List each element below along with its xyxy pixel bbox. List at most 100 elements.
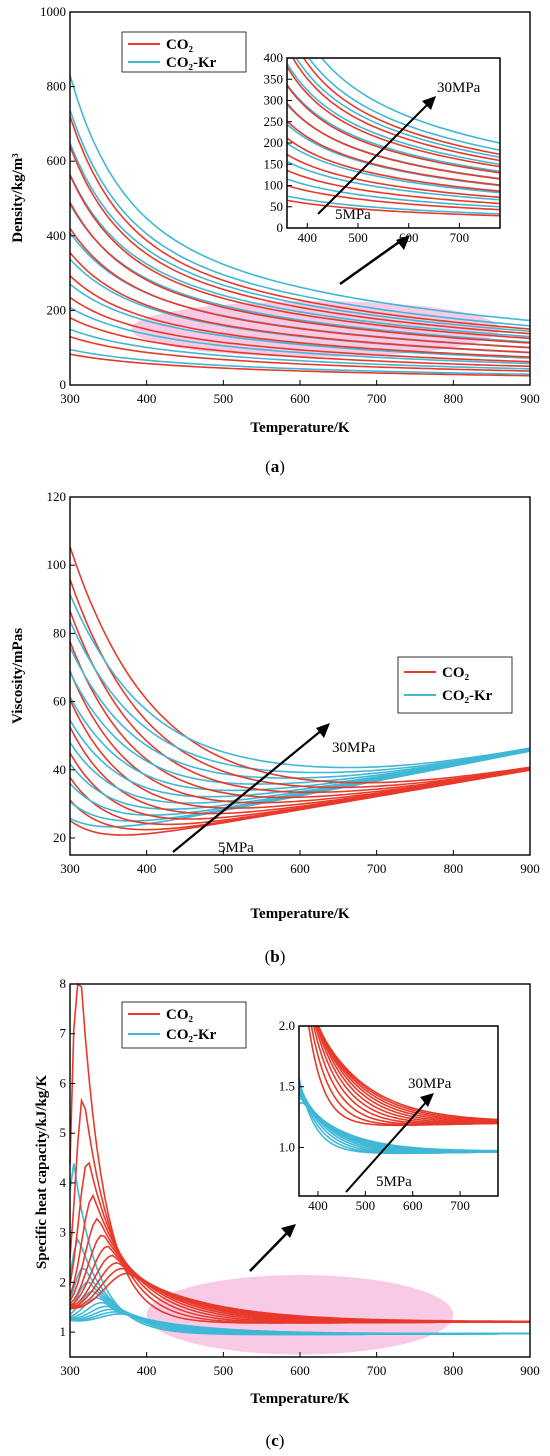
legend-box-a: [121, 31, 247, 73]
c-xtick-label: 800: [444, 1363, 464, 1378]
viscosity-line-co2kr: [69, 593, 531, 769]
heat-capacity-line-co2kr: [69, 1313, 530, 1335]
inset-border-c: [298, 1025, 499, 1197]
density-line-co2kr: [69, 306, 531, 365]
viscosity-line-co2: [69, 579, 531, 789]
inset-arrow-a: [317, 101, 431, 215]
a-ytick-label: 800: [47, 79, 67, 94]
caption-a: (a): [265, 457, 285, 476]
viscosity-line-co2kr: [69, 646, 531, 779]
b-ytick-label: 40: [53, 762, 66, 777]
density-line-co2: [287, 66, 500, 168]
b-xtick-label: 600: [290, 861, 310, 876]
density-line-co2kr: [69, 109, 531, 327]
y-axis-title-a: Density/kg/m³: [10, 153, 26, 243]
c-inset-xtick-label: 500: [356, 1198, 376, 1213]
b-xtick-label: 700: [367, 861, 387, 876]
legend-box-c: [121, 1001, 247, 1049]
inset-c: 400 500 600 700 1.0 1.5 2.0 30MPa 5MPa: [279, 1018, 499, 1213]
density-line-co2kr: [307, 58, 500, 151]
density-line-co2: [69, 227, 531, 349]
b-xtick-label: 800: [444, 861, 464, 876]
inset-curves-a: [287, 58, 500, 217]
density-line-co2: [287, 103, 500, 180]
c-ytick-label: 1: [60, 1324, 67, 1339]
density-line-co2: [291, 58, 500, 162]
density-line-co2: [287, 153, 500, 199]
heat-capacity-line-co2: [69, 1272, 530, 1323]
c-ytick-label: 5: [60, 1125, 67, 1140]
viscosity-curves: [69, 546, 531, 836]
a-inset-xtick-label: 400: [298, 230, 318, 245]
a-ytick-label: 0: [60, 377, 67, 392]
viscosity-line-co2kr: [69, 672, 531, 785]
density-line-co2: [69, 335, 531, 372]
c-inset-xtick-label: 400: [308, 1198, 328, 1213]
c-inset-ytick-label: 1.0: [279, 1139, 295, 1154]
a-xtick-label: 300: [60, 391, 80, 406]
density-line-co2kr: [287, 142, 500, 194]
density-line-co2kr: [69, 174, 531, 338]
inset-curves-c: [299, 1026, 498, 1155]
legend-box-b: [397, 656, 513, 714]
c-ytick-label: 6: [60, 1075, 67, 1090]
inset-arrow-c: [345, 1099, 429, 1193]
c-ytick-label: 4: [60, 1175, 67, 1190]
annotation-arrow-c: [249, 1231, 289, 1272]
a-inset-xtick-label: 700: [450, 230, 470, 245]
a-inset-ytick-label: 350: [264, 71, 284, 86]
density-line-co2: [69, 116, 531, 330]
density-line-co2kr: [69, 75, 531, 322]
c-inset-xtick-label: 600: [403, 1198, 423, 1213]
a-xtick-label: 900: [520, 391, 540, 406]
density-line-co2kr: [69, 142, 531, 332]
a-xtick-label: 600: [290, 391, 310, 406]
a-inset-ytick-label: 150: [264, 156, 284, 171]
density-line-co2: [302, 58, 500, 156]
density-line-co2: [69, 202, 531, 344]
a-inset-ytick-label: 0: [277, 220, 284, 235]
density-line-co2: [69, 353, 531, 377]
annotation-arrow-b: [172, 729, 323, 853]
b-ytick-label: 80: [53, 625, 66, 640]
density-line-co2: [287, 85, 500, 174]
c-xtick-label: 600: [290, 1363, 310, 1378]
inset-a: 400 500 600 700 0 50 100 150 200 250 300 350 400 30M…: [264, 50, 501, 245]
panel-b-viscosity-chart: 300 400 500 600 700 800 900 20 40 60 80 100 120 Temp…: [10, 489, 540, 966]
density-line-co2: [287, 199, 500, 217]
density-curves: [69, 75, 531, 377]
density-line-co2kr: [287, 160, 500, 201]
a-xtick-label: 700: [367, 391, 387, 406]
heat-capacity-curves: [69, 982, 531, 1336]
viscosity-line-co2: [69, 610, 531, 794]
a-inset-xtick-label: 500: [348, 230, 368, 245]
a-ytick-label: 600: [47, 153, 67, 168]
b-ytick-label: 20: [53, 830, 66, 845]
viscosity-line-co2kr: [69, 620, 531, 774]
heat-capacity-line-co2: [317, 1026, 498, 1124]
b-ytick-label: 100: [47, 557, 67, 572]
density-line-co2kr: [287, 84, 500, 173]
a-xtick-label: 400: [137, 391, 157, 406]
heat-capacity-line-co2: [316, 1026, 498, 1121]
c-xtick-label: 300: [60, 1363, 80, 1378]
density-line-co2: [287, 184, 500, 211]
legend-label-co2: CO₂: [166, 37, 194, 53]
axis-ticks-b: 300 400 500 600 700 800 900 20 40 60 80 100 120: [47, 489, 540, 876]
inset-arrowhead-c: [420, 1093, 434, 1107]
b-xtick-label: 900: [520, 861, 540, 876]
legend-label-co2kr-b: CO₂-Kr: [442, 688, 493, 704]
density-line-co2: [69, 317, 531, 368]
density-line-co2: [69, 146, 531, 335]
viscosity-line-co2: [69, 546, 531, 784]
caption-b: (b): [265, 947, 286, 966]
legend-b: CO₂ CO₂-Kr: [397, 656, 513, 714]
heat-capacity-line-co2kr: [299, 1102, 498, 1152]
c-ytick-label: 7: [60, 1026, 67, 1041]
annotation-arrowhead-b: [316, 723, 330, 738]
b-xtick-label: 300: [60, 861, 80, 876]
a-ytick-label: 1000: [40, 4, 66, 19]
